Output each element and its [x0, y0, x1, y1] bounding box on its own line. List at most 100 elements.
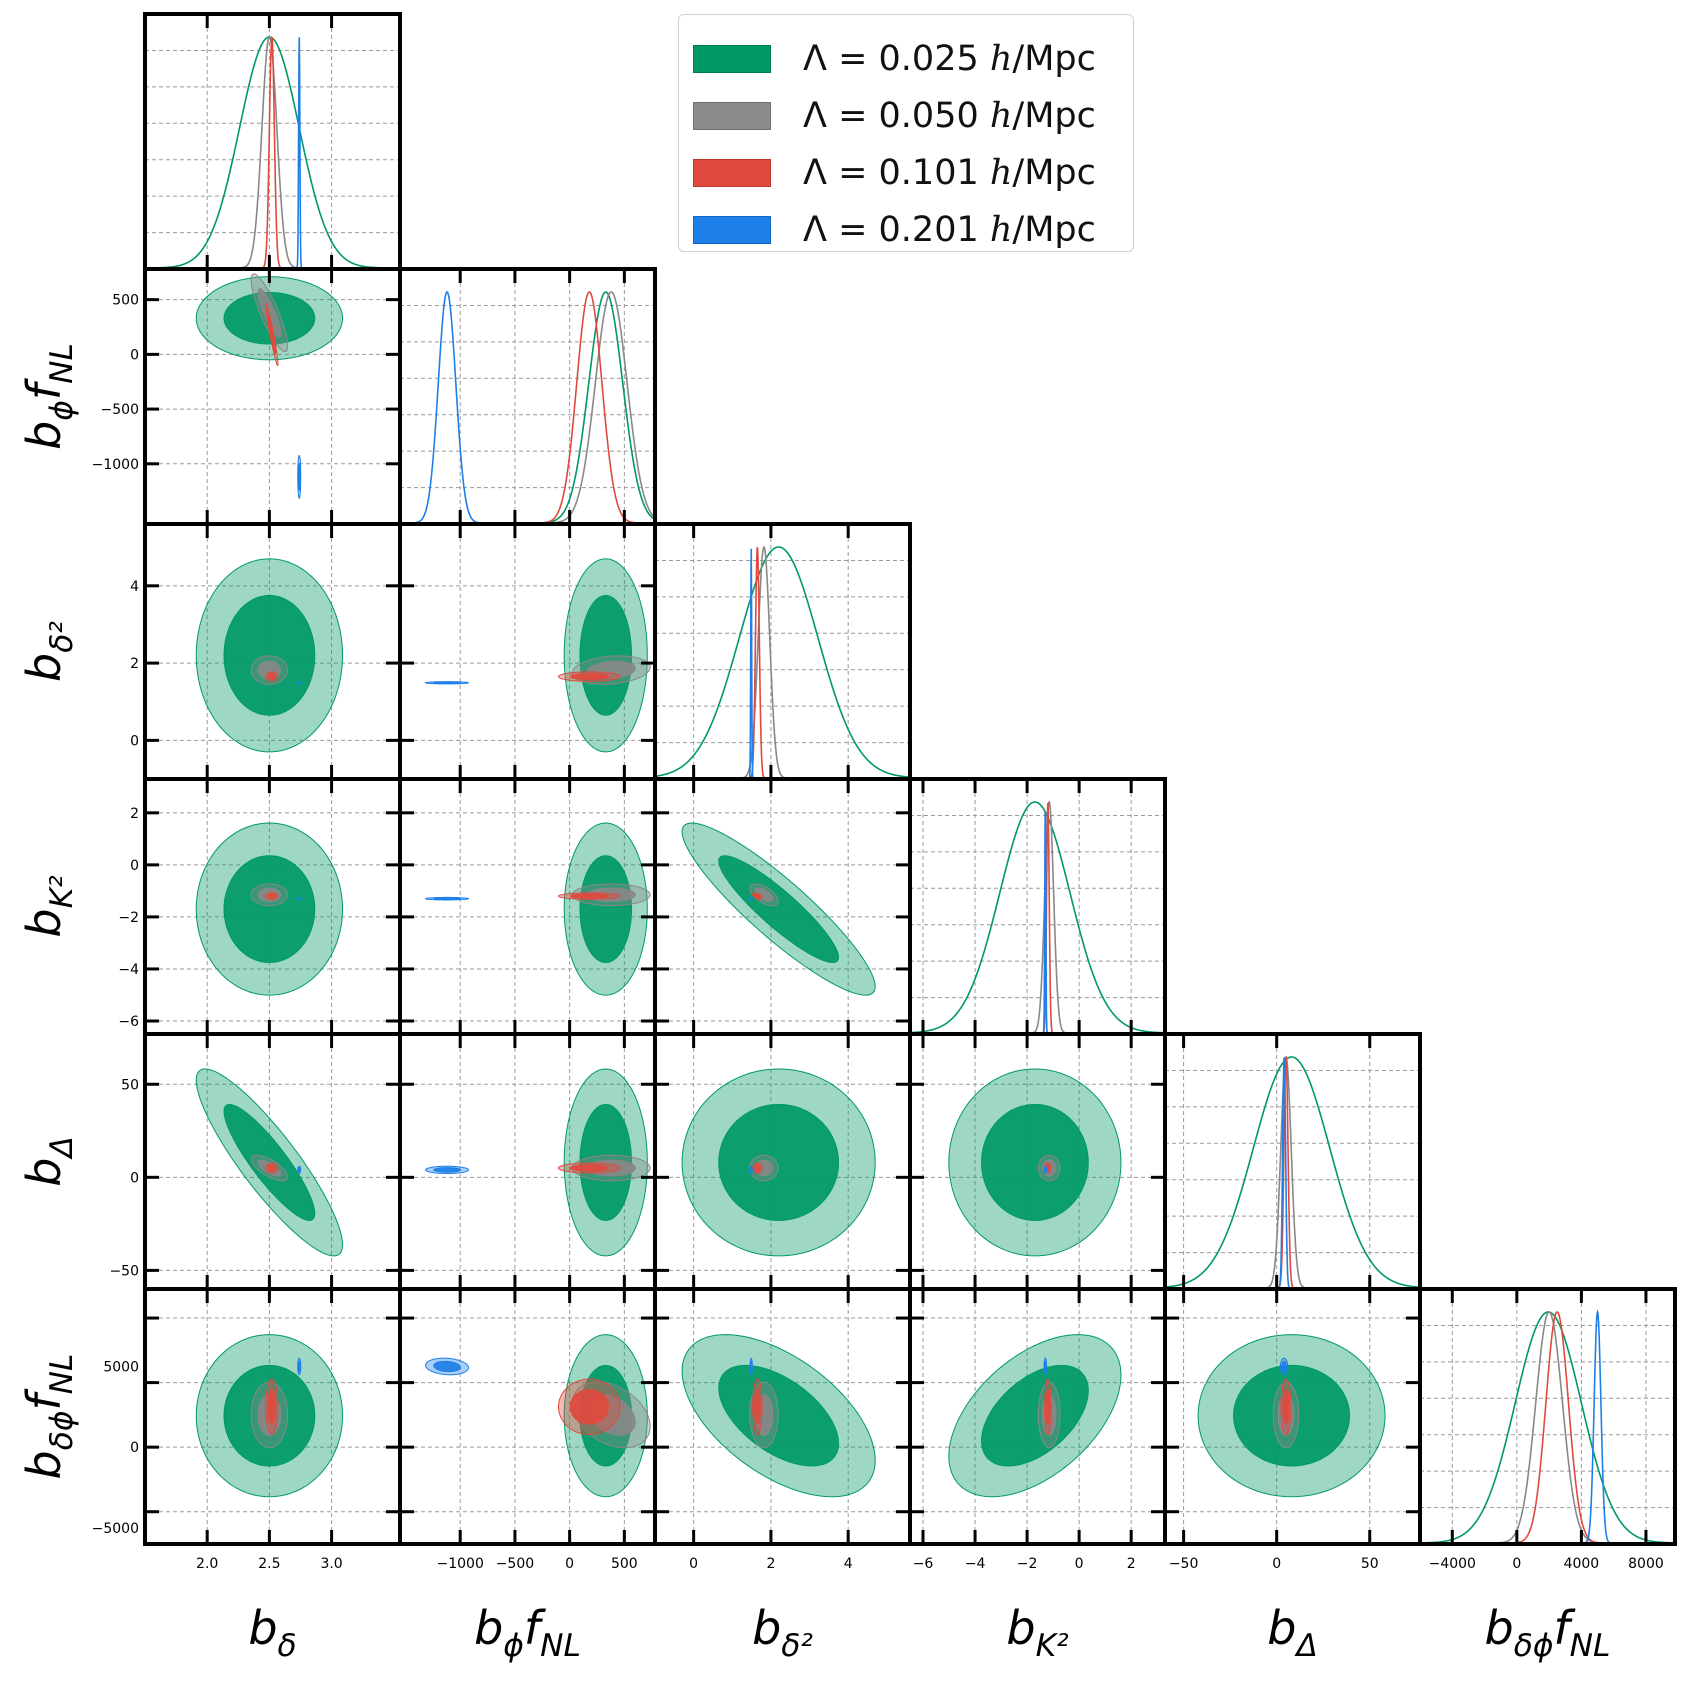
marginal-curve-series-1: [400, 291, 655, 524]
label-sub: Δ: [1294, 1628, 1317, 1664]
contour-68-series-3: [433, 1167, 461, 1173]
contour-68-series-3: [433, 1360, 461, 1373]
x-tick-label: −4: [965, 1556, 986, 1572]
panel-content: [145, 779, 400, 1034]
y-tick-label: 4: [130, 579, 139, 595]
contour-68-series-2: [267, 314, 277, 355]
legend-swatch-blue: [693, 216, 771, 244]
panel-5-5: [1418, 1287, 1677, 1546]
contour-68-series-3: [297, 681, 301, 684]
label-base: b: [752, 1601, 781, 1655]
panel-2-1: [398, 522, 657, 781]
contour-68-series-3: [1281, 1360, 1287, 1373]
y-axis-label-param-3: bK²: [17, 875, 80, 938]
y-tick-label: −1000: [92, 457, 139, 473]
panel-3-0: [143, 777, 402, 1036]
label-sub: δϕ: [1514, 1628, 1554, 1664]
x-axis-label-param-3: bK²: [1006, 1601, 1069, 1664]
panel-3-2: [653, 777, 912, 1036]
contour-68-series-2: [753, 893, 761, 899]
label-sub: ϕ: [503, 1628, 524, 1664]
label-sub: K²: [1036, 1628, 1070, 1664]
contour-68-series-1: [754, 887, 774, 903]
x-tick-label: −500: [496, 1556, 534, 1572]
panel-0-0: [143, 12, 402, 271]
label-base: b: [474, 1601, 503, 1655]
contour-68-series-3: [297, 463, 301, 491]
legend-swatch-gray: [693, 102, 771, 130]
label-base: b: [17, 421, 71, 450]
panel-content: [910, 1034, 1165, 1289]
x-axis-label-param-1: bϕfNL: [474, 1601, 581, 1664]
contour-68-series-2: [569, 1389, 609, 1425]
x-tick-label: 50: [1361, 1556, 1379, 1572]
marginal-curve-series-2: [145, 36, 400, 269]
contour-68-series-0: [579, 855, 633, 964]
panel-content: [400, 524, 655, 779]
legend-label-0050: Λ = 0.050 h/Mpc: [803, 96, 1096, 136]
label-post-sub: NL: [540, 1628, 581, 1664]
panel-4-3: [908, 1032, 1167, 1291]
contour-68-series-3: [433, 681, 461, 684]
panel-content: [655, 779, 910, 1034]
y-tick-label: −2: [118, 910, 139, 926]
legend-entry-0101: Λ = 0.101 h/Mpc: [693, 151, 1096, 195]
y-axis-label-param-1: bϕfNL: [17, 343, 80, 450]
marginal-curve-series-3: [400, 291, 655, 524]
y-tick-label: −5000: [92, 1521, 139, 1537]
contour-68-series-2: [267, 673, 277, 681]
x-tick-label: 0: [689, 1556, 698, 1572]
marginal-curve-series-2: [1420, 1311, 1675, 1544]
panel-2-0: [143, 522, 402, 781]
y-tick-label: 0: [130, 347, 139, 363]
marginal-curve-series-1: [910, 800, 1165, 1034]
panel-5-0: [143, 1287, 402, 1546]
x-tick-label: −1000: [437, 1556, 484, 1572]
panel-content: [1165, 1034, 1420, 1289]
contour-68-series-2: [753, 1164, 761, 1172]
panel-5-3: [908, 1287, 1167, 1546]
label-base: b: [1267, 1601, 1296, 1655]
legend-entry-0201: Λ = 0.201 h/Mpc: [693, 208, 1096, 252]
label-base: b: [17, 1450, 71, 1479]
contour-68-series-2: [267, 1389, 277, 1425]
marginal-curve-series-2: [400, 291, 655, 524]
marginal-curve-series-0: [910, 801, 1165, 1034]
contour-68-series-3: [297, 1360, 301, 1373]
panel-content: [655, 524, 910, 779]
label-sub: δ²: [781, 1628, 813, 1664]
label-sub: δ²: [44, 621, 80, 653]
panel-content: [145, 269, 400, 524]
contour-68-series-3: [1044, 1360, 1047, 1373]
y-tick-label: 500: [112, 293, 139, 309]
x-tick-label: 0: [1512, 1556, 1521, 1572]
label-sub: δϕ: [44, 1411, 80, 1451]
panel-content: [400, 269, 655, 524]
x-axis-label-param-4: bΔ: [1267, 1601, 1318, 1664]
label-sub: δ: [278, 1628, 297, 1664]
panel-5-1: [398, 1287, 657, 1546]
panel-content: [655, 1034, 910, 1289]
x-axis-label-param-2: bδ²: [752, 1601, 813, 1664]
marginal-curve-series-2: [910, 802, 1165, 1034]
label-post-sub: NL: [44, 1354, 80, 1395]
y-tick-label: −500: [101, 402, 139, 418]
marginal-curve-series-0: [1165, 1056, 1420, 1288]
panel-content: [145, 14, 400, 269]
x-tick-label: 2.5: [258, 1556, 280, 1572]
label-base: b: [1485, 1601, 1514, 1655]
y-tick-label: 5000: [103, 1359, 139, 1375]
panel-2-2: [653, 522, 912, 781]
marginal-curve-series-1: [1420, 1311, 1675, 1544]
y-tick-label: −6: [118, 1014, 139, 1030]
label-sub: Δ: [44, 1136, 80, 1159]
contour-68-series-0: [223, 855, 316, 964]
label-sub: K²: [44, 875, 80, 909]
contour-68-series-3: [1044, 1167, 1047, 1173]
label-post-sub: NL: [1570, 1628, 1611, 1664]
label-base: b: [1006, 1601, 1035, 1655]
panel-frame: [1418, 1287, 1677, 1546]
contour-68-series-0: [980, 1364, 1089, 1467]
contour-68-series-0: [718, 1103, 840, 1221]
legend-entry-0025: Λ = 0.025 h/Mpc: [693, 37, 1096, 81]
